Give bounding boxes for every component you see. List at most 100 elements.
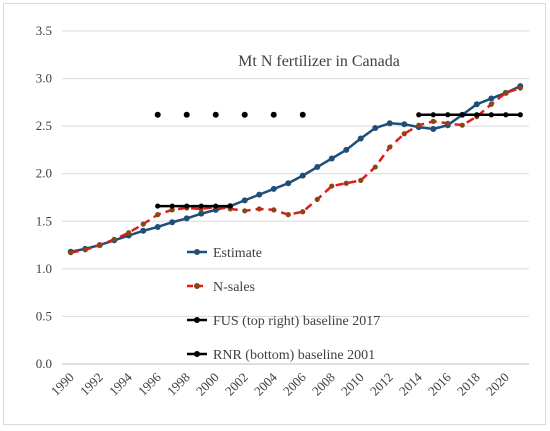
x-tick-label: 2016 — [425, 369, 454, 398]
data-point — [271, 207, 277, 213]
series-lines — [67, 83, 524, 256]
legend-label: RNR (bottom) baseline 2001 — [213, 348, 375, 363]
data-point — [328, 155, 335, 162]
data-point — [140, 221, 146, 227]
data-point — [155, 203, 161, 209]
data-point — [285, 212, 291, 218]
data-point — [154, 223, 161, 230]
data-point — [430, 118, 436, 124]
data-point — [445, 120, 451, 126]
data-point — [517, 112, 523, 118]
dot-marker — [183, 111, 190, 118]
data-point — [241, 197, 248, 204]
dotted-markers — [154, 111, 306, 118]
data-point — [430, 125, 437, 132]
x-tick-label: 2000 — [193, 370, 222, 399]
data-point — [329, 183, 335, 189]
data-point — [270, 185, 277, 192]
data-point — [445, 112, 451, 118]
data-point — [503, 90, 509, 96]
y-tick-label: 0.5 — [36, 308, 52, 323]
x-tick-label: 2014 — [396, 369, 425, 398]
data-point — [416, 122, 422, 128]
x-tick-label: 1994 — [106, 369, 135, 398]
x-tick-label: 2012 — [367, 370, 396, 399]
data-point — [488, 112, 494, 118]
data-point — [358, 177, 364, 183]
legend-swatch-marker — [194, 351, 200, 357]
data-point — [169, 219, 176, 226]
data-point — [140, 227, 147, 234]
legend-label: FUS (top right) baseline 2017 — [213, 314, 380, 329]
data-point — [299, 172, 306, 179]
data-point — [503, 112, 509, 118]
data-point — [82, 247, 88, 253]
data-point — [169, 203, 175, 209]
dot-marker — [270, 111, 277, 118]
dot-marker — [299, 111, 306, 118]
data-point — [401, 121, 408, 128]
y-tick-label: 0.0 — [36, 356, 52, 371]
x-tick-label: 1992 — [77, 370, 106, 399]
data-point — [387, 144, 393, 150]
y-tick-label: 1.5 — [36, 213, 52, 228]
y-tick-label: 2.5 — [36, 118, 52, 133]
data-point — [184, 203, 190, 209]
x-tick-label: 2018 — [454, 370, 483, 399]
y-tick-label: 3.5 — [36, 23, 52, 38]
data-point — [285, 180, 292, 187]
data-point — [372, 164, 378, 170]
data-point — [517, 85, 523, 91]
y-tick-label: 2.0 — [36, 166, 52, 181]
data-point — [488, 95, 495, 102]
data-point — [401, 131, 407, 137]
data-point — [126, 230, 132, 236]
data-point — [343, 146, 350, 153]
data-point — [68, 250, 74, 256]
y-tick-label: 1.0 — [36, 261, 52, 276]
data-point — [430, 112, 436, 118]
line-chart: 0.0 0.5 1.0 1.5 2.0 2.5 3.0 3.5 1990 1992 1994 1996… — [36, 23, 529, 399]
data-point — [488, 101, 494, 107]
x-tick-label: 1990 — [48, 370, 77, 399]
legend-label: Estimate — [213, 246, 262, 261]
legend-swatch-marker — [194, 317, 200, 323]
data-point — [372, 125, 379, 132]
data-point — [213, 203, 219, 209]
data-point — [314, 164, 321, 171]
legend-swatch-marker — [194, 249, 200, 255]
x-tick-label: 2002 — [222, 370, 251, 399]
chart-frame: 0.0 0.5 1.0 1.5 2.0 2.5 3.0 3.5 1990 1992 1994 1996… — [3, 3, 546, 425]
data-point — [155, 212, 161, 218]
chart-title: Mt N fertilizer in Canada — [238, 53, 400, 70]
dot-marker — [212, 111, 219, 118]
data-point — [473, 101, 480, 108]
data-point — [198, 203, 204, 209]
x-tick-label: 1998 — [164, 370, 193, 399]
data-point — [242, 208, 248, 214]
legend: Estimate N-sales FUS (top right) baseline … — [187, 246, 380, 363]
data-point — [111, 236, 117, 242]
series-line-1 — [70, 86, 521, 254]
x-tick-label: 2020 — [483, 370, 512, 399]
data-point — [314, 196, 320, 203]
data-point — [183, 215, 190, 222]
legend-swatch-marker — [194, 283, 200, 289]
data-point — [459, 122, 465, 128]
data-point — [256, 206, 262, 212]
dot-marker — [154, 111, 161, 118]
data-point — [169, 207, 175, 213]
legend-label: N-sales — [213, 280, 255, 295]
data-point — [343, 180, 349, 186]
data-point — [97, 242, 103, 248]
data-point — [386, 120, 393, 127]
data-point — [357, 135, 364, 142]
x-tick-label: 2004 — [251, 369, 280, 398]
dot-marker — [241, 111, 248, 118]
x-tick-label: 2008 — [309, 370, 338, 399]
axes: 0.0 0.5 1.0 1.5 2.0 2.5 3.0 3.5 1990 1992 1994 1996… — [36, 23, 529, 399]
data-point — [459, 112, 465, 118]
data-point — [300, 209, 306, 215]
x-tick-label: 2006 — [280, 369, 309, 398]
data-point — [474, 112, 480, 118]
